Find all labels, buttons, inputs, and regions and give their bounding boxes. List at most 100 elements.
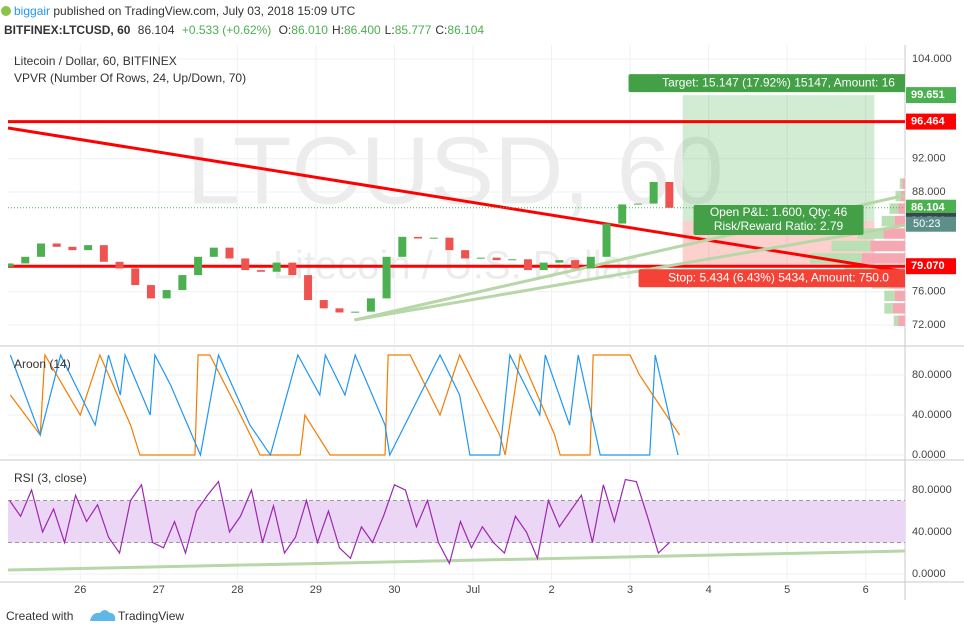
- ohlc-value: 86.400: [344, 23, 381, 37]
- position-label-box: [628, 74, 905, 93]
- candle: [319, 300, 328, 309]
- candle: [115, 261, 124, 269]
- candle: [68, 246, 77, 251]
- candle: [649, 181, 658, 204]
- position-label-box: [638, 269, 905, 288]
- avatar: [1, 6, 11, 16]
- vpvr-up: [893, 315, 899, 327]
- candle: [225, 247, 234, 259]
- pnl-box: [693, 205, 864, 236]
- candle: [52, 243, 61, 247]
- brand[interactable]: TradingView: [118, 609, 184, 623]
- pnl-label: Open P&L: 1.600, Qty: 46: [710, 205, 848, 219]
- candle: [209, 247, 218, 257]
- pane: [8, 462, 905, 582]
- y-tick-label: 40.0000: [912, 409, 952, 421]
- candle: [194, 256, 203, 276]
- pane-title: RSI (3, close): [14, 471, 87, 485]
- candle: [461, 250, 470, 259]
- candle: [8, 263, 14, 267]
- footer-text: Created with: [6, 609, 73, 623]
- candle: [36, 243, 45, 257]
- series-line: [9, 352, 679, 458]
- vpvr-up: [881, 215, 895, 227]
- candle: [366, 298, 375, 312]
- countdown: 50:23: [913, 218, 941, 230]
- x-tick-label: 30: [388, 584, 400, 596]
- published: published on TradingView.com, July 03, 2…: [53, 4, 355, 18]
- candle: [21, 256, 30, 264]
- series-line: [354, 223, 905, 322]
- price-badge-label: 86.104: [911, 202, 946, 214]
- candle: [304, 275, 313, 301]
- price-badge: [906, 199, 956, 216]
- vpvr-up: [857, 228, 884, 239]
- vpvr-down: [883, 228, 905, 239]
- candle: [445, 237, 454, 251]
- ohlc-key: H:: [332, 23, 344, 37]
- candle: [539, 262, 548, 271]
- y-tick-label: 72.000: [912, 319, 946, 331]
- symbol: BITFINEX:LTCUSD, 60: [4, 23, 131, 37]
- position-label: Target: 15.147 (17.92%) 15147, Amount: 1…: [662, 75, 895, 89]
- vpvr-up: [810, 253, 862, 264]
- header-line: biggair published on TradingView.com, Ju…: [14, 4, 356, 18]
- series-line: [8, 549, 905, 572]
- series-line: [8, 126, 905, 274]
- price-badge-label: 96.464: [911, 116, 946, 128]
- y-tick-label: 88.000: [912, 186, 946, 198]
- pane-title: Litecoin / Dollar, 60, BITFINEX: [14, 54, 177, 68]
- ohlc-value: 86.104: [447, 23, 484, 37]
- candle: [414, 236, 423, 239]
- candle: [602, 223, 611, 257]
- x-tick-label: Jul: [466, 584, 480, 596]
- y-tick-label: 40.0000: [912, 526, 952, 538]
- x-tick-label: 4: [706, 584, 712, 596]
- quote-line: BITFINEX:LTCUSD, 60 86.104 +0.533 (+0.62…: [4, 23, 484, 37]
- vpvr-down: [894, 215, 905, 227]
- author[interactable]: biggair: [14, 4, 50, 18]
- candle: [633, 203, 642, 205]
- candle: [178, 275, 187, 291]
- candle: [146, 285, 155, 299]
- x-tick-label: 29: [310, 584, 322, 596]
- position-label: Stop: 5.434 (6.43%) 5434, Amount: 750.0: [668, 270, 889, 284]
- pane: [8, 348, 905, 458]
- candle: [256, 270, 265, 272]
- candle: [241, 258, 250, 271]
- vpvr-up: [889, 203, 899, 214]
- pane-title: Aroon (14): [14, 357, 71, 371]
- vpvr-down: [870, 240, 905, 252]
- price-badge-label: 79.070: [911, 260, 945, 272]
- change: +0.533 (+0.62%): [182, 23, 271, 37]
- candle: [508, 259, 517, 261]
- candle: [335, 308, 344, 313]
- candle: [618, 204, 627, 224]
- vpvr-down: [894, 290, 905, 302]
- x-tick-label: 26: [74, 584, 86, 596]
- vpvr-up: [831, 240, 871, 252]
- x-tick-label: 3: [627, 584, 633, 596]
- vpvr-down: [898, 203, 905, 214]
- x-tick-label: 5: [784, 584, 790, 596]
- candle: [665, 181, 674, 208]
- vpvr-down: [892, 303, 905, 314]
- price-badge: [906, 113, 956, 130]
- ohlc-key: O:: [279, 23, 292, 37]
- y-tick-label: 104.000: [912, 53, 952, 65]
- target-zone: [682, 95, 875, 222]
- pane-subtitle: VPVR (Number Of Rows, 24, Up/Down, 70): [14, 71, 246, 85]
- y-tick-label: 0.0000: [912, 449, 946, 461]
- candle: [84, 245, 93, 251]
- vpvr-down: [902, 178, 905, 189]
- candle: [476, 257, 485, 259]
- price-badge: [906, 87, 956, 104]
- series-line: [9, 478, 670, 566]
- y-tick-label: 76.000: [912, 286, 946, 298]
- footer: Created with TradingView: [6, 609, 184, 623]
- ohlc-key: L:: [385, 23, 395, 37]
- price-badge-label: 99.651: [911, 89, 945, 101]
- y-tick-label: 92.000: [912, 153, 946, 165]
